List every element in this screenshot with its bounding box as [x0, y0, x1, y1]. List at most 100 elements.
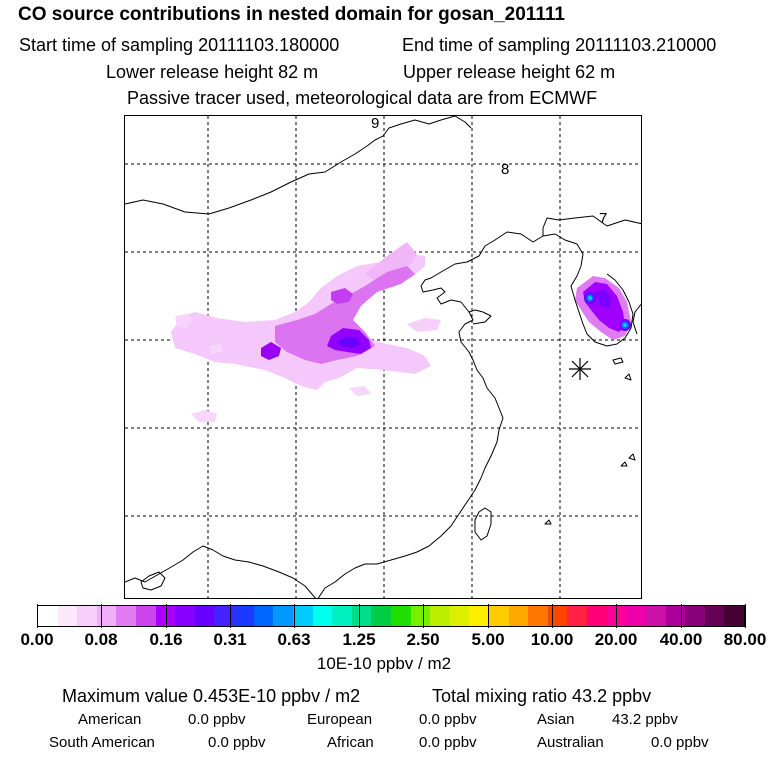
total-mixing-ratio-label: Total mixing ratio 43.2 ppbv [432, 686, 652, 706]
colorbar-tick-label: 0.00 [20, 630, 54, 649]
colorbar-tick-label: 80.00 [723, 630, 767, 649]
region-name: European [307, 711, 373, 728]
colorbar [37, 605, 745, 627]
colorbar-unit-label: 10E-10 ppbv / m2 [316, 654, 452, 673]
cheju-island [612, 357, 624, 365]
bohai-coast [420, 271, 488, 389]
colorbar-segment [312, 606, 333, 626]
colorbar-tick [294, 604, 295, 628]
mongolia-border [125, 116, 456, 215]
colorbar-tick-label: 0.08 [84, 630, 118, 649]
region-value: 43.2 ppbv [612, 711, 678, 728]
taiwan-island [474, 507, 492, 541]
colorbar-tick [552, 604, 553, 628]
day-marker-label: 9 [371, 116, 379, 132]
colorbar-segment [567, 606, 588, 626]
plot-title: CO source contributions in nested domain… [18, 4, 565, 25]
release-site-star-icon [569, 358, 591, 380]
colorbar-segment [214, 606, 235, 626]
russia-china-border [454, 116, 472, 129]
region-name: South American [49, 734, 155, 751]
maximum-value-label: Maximum value 0.453E-10 ppbv / m2 [62, 686, 361, 706]
korea-plume-core [595, 290, 611, 308]
day-marker-label: 8 [501, 161, 509, 178]
colorbar-segment [116, 606, 137, 626]
colorbar-segment [273, 606, 293, 626]
colorbar-tick [488, 604, 489, 628]
end-time-label: End time of sampling 20111103.210000 [402, 35, 717, 55]
east-china-coast [317, 387, 504, 598]
plume-scatter [209, 344, 223, 354]
plume-patch-north [331, 288, 353, 304]
colorbar-tick [745, 604, 746, 628]
day-marker-label: 7 [599, 210, 607, 227]
colorbar-segment [547, 606, 568, 626]
colorbar-segment [57, 606, 78, 626]
colorbar-segment [253, 606, 274, 626]
colorbar-segment [155, 606, 176, 626]
plume-scatter [407, 318, 441, 332]
colorbar-segment [194, 606, 215, 626]
colorbar-segment [371, 606, 391, 626]
colorbar-tick [101, 604, 102, 628]
colorbar-segment [685, 606, 705, 626]
colorbar-segment [704, 606, 725, 626]
lower-release-height-label: Lower release height 82 m [106, 62, 319, 82]
plume-medium [275, 266, 415, 364]
colorbar-segment [77, 606, 97, 626]
plume-light-north [365, 242, 417, 280]
plume-scatter [175, 314, 193, 328]
colorbar-tick-label: 5.00 [471, 630, 505, 649]
south-china-border [125, 545, 316, 598]
plume-scatter [191, 410, 217, 422]
japan-islands [544, 373, 636, 525]
colorbar-segment [587, 606, 607, 626]
colorbar-segment [645, 606, 666, 626]
region-name: African [327, 734, 374, 751]
colorbar-tick-label: 1.25 [342, 630, 376, 649]
colorbar-segment [508, 606, 529, 626]
colorbar-segment [136, 606, 156, 626]
korea-hotspot-center [588, 296, 592, 300]
colorbar-tick [230, 604, 231, 628]
shandong-peninsula [468, 309, 492, 325]
colorbar-tick-label: 20.00 [594, 630, 638, 649]
region-value: 0.0 ppbv [419, 734, 477, 751]
colorbar-segment [430, 606, 450, 626]
upper-release-height-label: Upper release height 62 m [403, 62, 616, 82]
colorbar-tick [616, 604, 617, 628]
colorbar-segment [489, 606, 509, 626]
region-value: 0.0 ppbv [419, 711, 477, 728]
colorbar-tick [681, 604, 682, 628]
colorbar-tick-label: 10.00 [530, 630, 574, 649]
colorbar-segment [38, 606, 58, 626]
korea-hotspot-center [623, 323, 627, 327]
northeast-china-border [440, 215, 641, 273]
hainan-outline [140, 571, 166, 591]
colorbar-segment [96, 606, 117, 626]
colorbar-segment [665, 606, 686, 626]
region-value: 0.0 ppbv [208, 734, 266, 751]
colorbar-segment [234, 606, 254, 626]
colorbar-tick-label: 0.31 [213, 630, 247, 649]
colorbar-tick-label: 2.50 [406, 630, 440, 649]
colorbar-segment [390, 606, 411, 626]
korea-coast [542, 233, 634, 347]
colorbar-segment [528, 606, 548, 626]
map-canvas: 9 8 7 [125, 116, 641, 598]
plume-core-dark [337, 336, 361, 348]
concentration-field [171, 242, 631, 422]
region-value: 0.0 ppbv [651, 734, 709, 751]
colorbar-segment [175, 606, 195, 626]
region-name: Australian [537, 734, 604, 751]
map-panel: 9 8 7 [124, 115, 642, 599]
colorbar-segment [292, 606, 313, 626]
colorbar-tick-label: 0.63 [277, 630, 311, 649]
colorbar-segment [724, 606, 744, 626]
colorbar-segment [626, 606, 646, 626]
coastlines [125, 116, 641, 598]
tracer-note: Passive tracer used, meteorological data… [127, 88, 598, 108]
japan-coast [632, 303, 641, 335]
colorbar-tick-label: 40.00 [659, 630, 703, 649]
plume-scatter [349, 386, 371, 396]
